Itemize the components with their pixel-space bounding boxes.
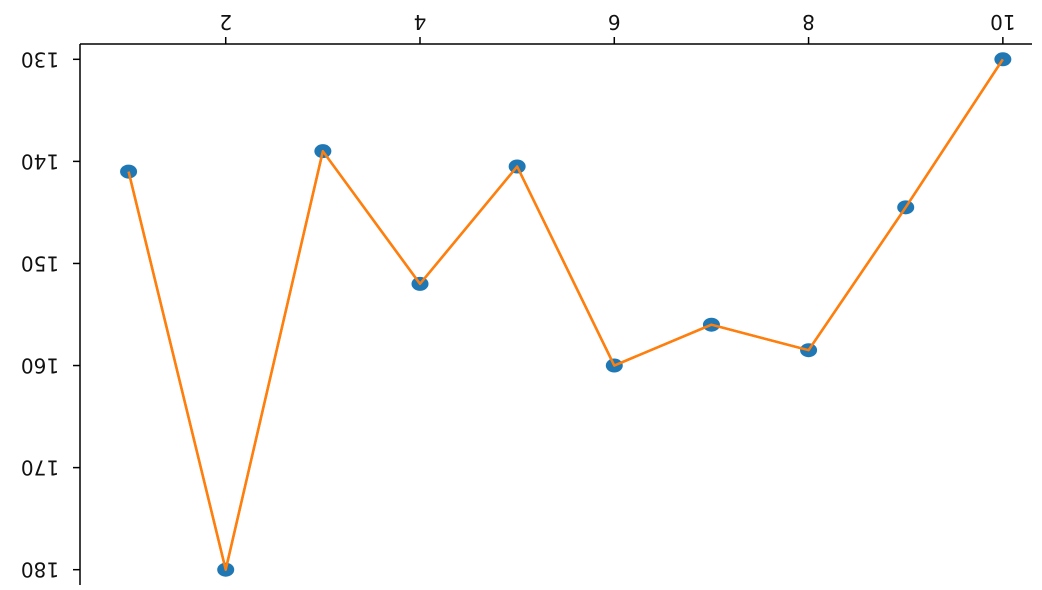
x-tick-label: 8 (802, 10, 815, 34)
y-tick-label: 180 (21, 558, 59, 582)
series (120, 52, 1012, 577)
y-tick-label: 170 (21, 456, 59, 480)
y-tick-label: 130 (21, 47, 59, 71)
x-tick-label: 4 (414, 10, 427, 34)
series-line (127, 58, 1004, 571)
series-line-overlay (127, 58, 1004, 571)
x-tick-label: 2 (219, 10, 232, 34)
y-tick-label: 160 (21, 354, 59, 378)
y-tick-label: 140 (21, 149, 59, 173)
x-tick-label: 10 (990, 10, 1015, 34)
axes (73, 37, 1032, 585)
tick-labels: 2 4 6 8 10 130 140 150 160 170 180 (21, 10, 1016, 582)
x-tick-label: 6 (608, 10, 621, 34)
y-tick-label: 150 (21, 251, 59, 275)
